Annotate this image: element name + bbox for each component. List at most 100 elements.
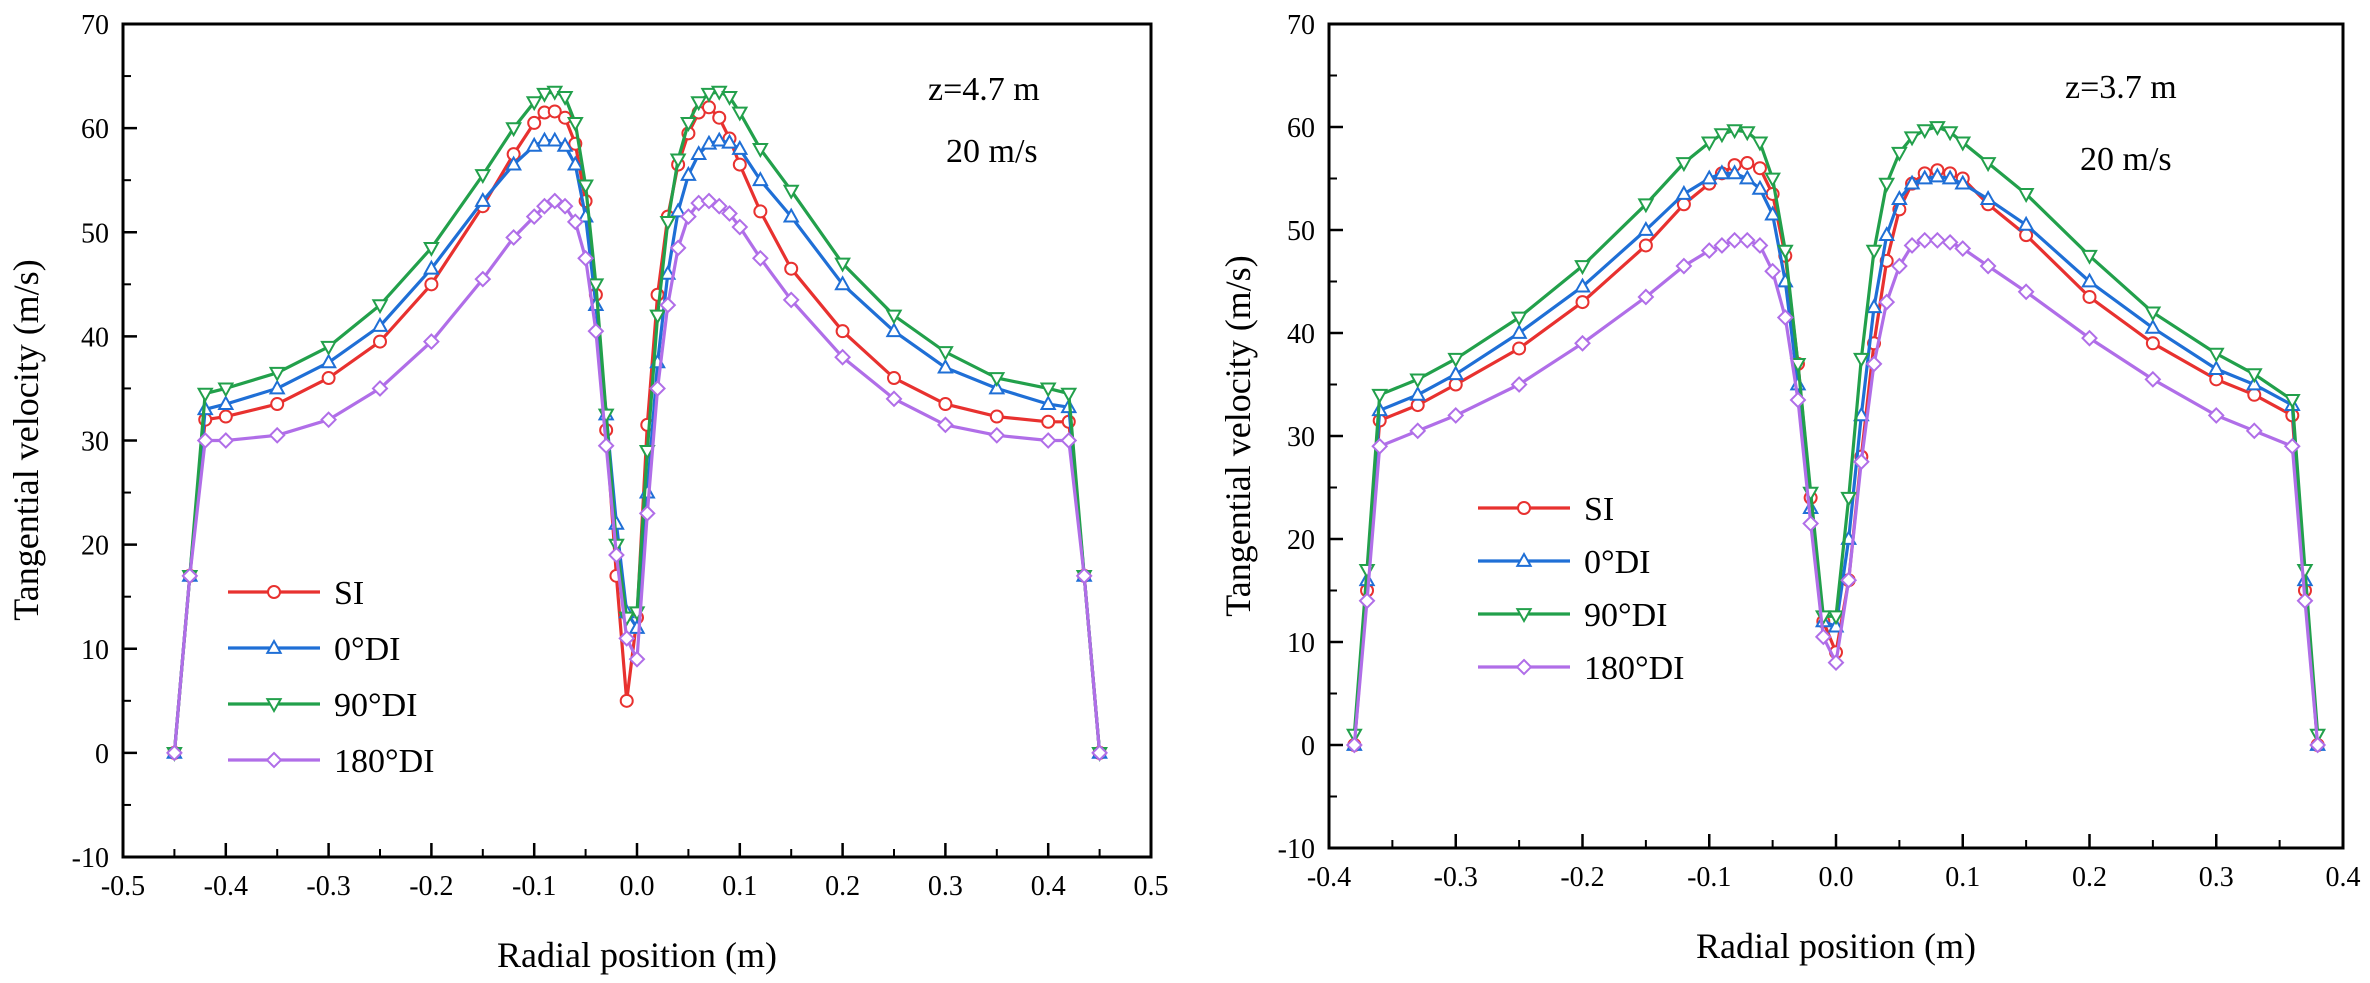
data-point [680,165,697,181]
data-point [423,259,440,275]
data-point [1840,491,1858,507]
data-point [217,382,235,398]
data-point [546,192,564,210]
y-tick-label: 60 [81,114,109,145]
series-2 [166,131,1108,759]
legend-marker [1517,501,1531,515]
data-point [1510,376,1528,393]
data-point [2245,422,2263,440]
data-point [885,322,903,338]
legend-item: 180°DI [228,743,434,780]
data-point [1075,567,1093,585]
data-point [1447,365,1465,381]
data-point [784,261,799,276]
data-point [1827,654,1845,672]
data-point [1675,157,1693,173]
x-tick-label: 0.1 [722,871,757,902]
data-point [937,346,954,362]
data-point [2245,375,2263,391]
data-point [577,249,595,267]
data-point [887,371,901,386]
data-point [1371,437,1389,455]
data-point [536,87,553,103]
data-point [505,155,522,171]
series-2 [1345,164,2327,751]
data-point [320,340,337,356]
data-point [268,426,286,444]
y-tick-label: 0 [1301,731,1315,762]
data-point [731,139,749,155]
data-point [834,257,851,273]
legend-label: 180°DI [334,743,434,780]
data-point [649,380,666,397]
data-point [937,358,954,374]
y-axis-label: Tangential velocity (m/s) [1218,255,1258,616]
data-point [1929,121,1946,137]
data-point [1979,190,1997,205]
data-point [1512,341,1527,356]
data-point [1751,136,1769,152]
data-point [834,348,852,366]
data-point [556,136,574,152]
data-point [2309,736,2327,754]
data-point [638,445,656,460]
data-point [587,278,605,294]
x-tick-label: 0.2 [2072,862,2107,893]
data-point [1448,377,1463,392]
data-point [649,309,666,325]
data-point [659,215,677,231]
data-point [680,117,697,132]
data-point [669,239,687,257]
data-point [1574,277,1591,293]
legend-item: 0°DI [228,631,400,668]
data-point [556,197,574,215]
data-point [618,629,636,647]
y-tick-label: 40 [81,322,109,353]
data-point [268,366,286,382]
data-point [217,432,235,449]
data-point [2019,228,2034,243]
data-point [474,270,492,288]
data-point [1941,233,1959,251]
x-tick-label: -0.4 [1307,862,1351,893]
x-tick-label: 0.4 [1031,871,1066,902]
data-point [525,96,543,112]
data-point [835,324,850,339]
data-point [1891,190,1908,205]
data-point [2082,289,2097,304]
data-point [834,275,851,291]
data-point [2283,437,2301,455]
y-tick-label: 70 [81,10,109,41]
data-point [196,387,214,403]
data-point [710,131,728,147]
data-point [782,291,800,309]
data-point [1814,628,1832,646]
data-point [1751,179,1769,195]
legend-item: SI [228,575,364,612]
data-point [2081,329,2098,347]
y-tick-label: 50 [81,218,109,249]
data-point [217,395,235,410]
data-point [1726,231,1744,249]
data-point [1764,172,1781,188]
data-point [1510,311,1528,327]
data-point [566,213,584,231]
y-axis-label: Tangential velocity (m/s) [6,259,46,620]
data-point [1041,414,1056,429]
data-point [1358,592,1376,610]
chart-panel-right: -0.4 -0.3 -0.2 -0.1 0.0 0.1 0.2 0.3 0.4 -10 0 10 20 3… [1218,10,2361,966]
data-point [752,171,769,187]
data-point [988,372,1006,388]
tick-layer: -0.5 -0.4 -0.3 -0.2 -0.1 0.0 0.1 0.2 0.3 0.4 0.5 -1… [72,10,1169,902]
data-point [1865,298,1883,314]
tick-layer: -0.4 -0.3 -0.2 -0.1 0.0 0.1 0.2 0.3 0.4 -10 0 10 20 3… [1278,10,2361,893]
x-tick-label: 0.0 [620,871,655,902]
data-point [527,115,542,130]
data-point [505,122,522,138]
data-point [1713,237,1731,254]
data-point [1039,395,1057,410]
data-point [2296,564,2314,579]
annotation-speed: 20 m/s [946,133,1038,170]
data-point [1827,610,1845,626]
